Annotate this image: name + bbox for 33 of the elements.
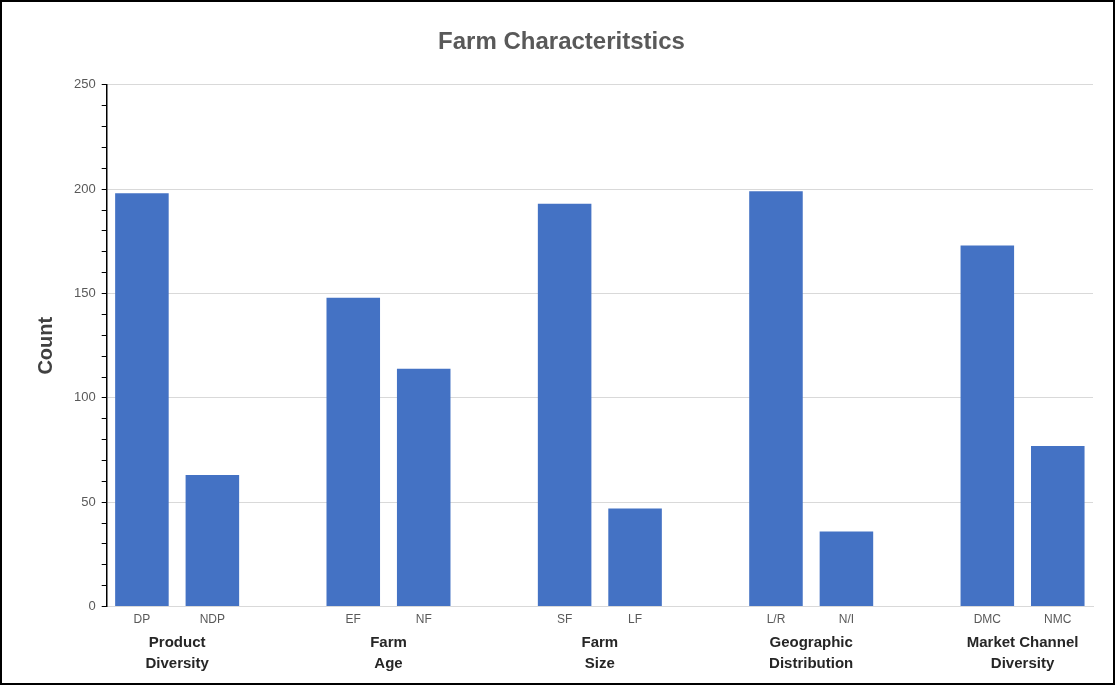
y-tick-label: 50	[81, 493, 96, 509]
bar	[1031, 445, 1085, 607]
bar	[396, 368, 451, 607]
x-tick-label: EF	[345, 612, 361, 627]
text: Geographic Distribution	[769, 632, 854, 671]
text: Product Diversity	[145, 632, 210, 671]
x-tick-label: NF	[415, 612, 432, 627]
y-tick-label: 200	[73, 180, 96, 196]
x-tick-label: LF	[628, 612, 643, 627]
x-tick-label: NMC	[1044, 612, 1072, 627]
x-tick-label: NDP	[199, 612, 226, 627]
text: Market Channel Diversity	[966, 632, 1079, 671]
bar	[115, 193, 169, 607]
text: Farm Age	[370, 632, 407, 671]
x-tick-label: N/I	[838, 612, 855, 627]
bar	[326, 297, 381, 607]
x-tick-label: DP	[133, 612, 151, 627]
y-tick-label: 250	[73, 76, 96, 92]
x-tick-label: SF	[556, 612, 573, 627]
y-tick-label: 100	[73, 389, 96, 405]
bar	[608, 508, 662, 607]
x-tick-label: L/R	[766, 612, 786, 627]
chart-title: Farm Characteritstics	[438, 27, 685, 55]
y-tick-label: 0	[88, 598, 96, 614]
bar	[537, 203, 592, 607]
bar	[185, 475, 240, 607]
text: Farm Size	[581, 632, 619, 671]
bar	[749, 191, 803, 607]
y-tick-label: 150	[73, 285, 96, 301]
y-axis-title: Count	[33, 316, 56, 375]
bar	[960, 245, 1015, 607]
x-tick-label: DMC	[973, 612, 1002, 627]
bar	[819, 531, 874, 607]
